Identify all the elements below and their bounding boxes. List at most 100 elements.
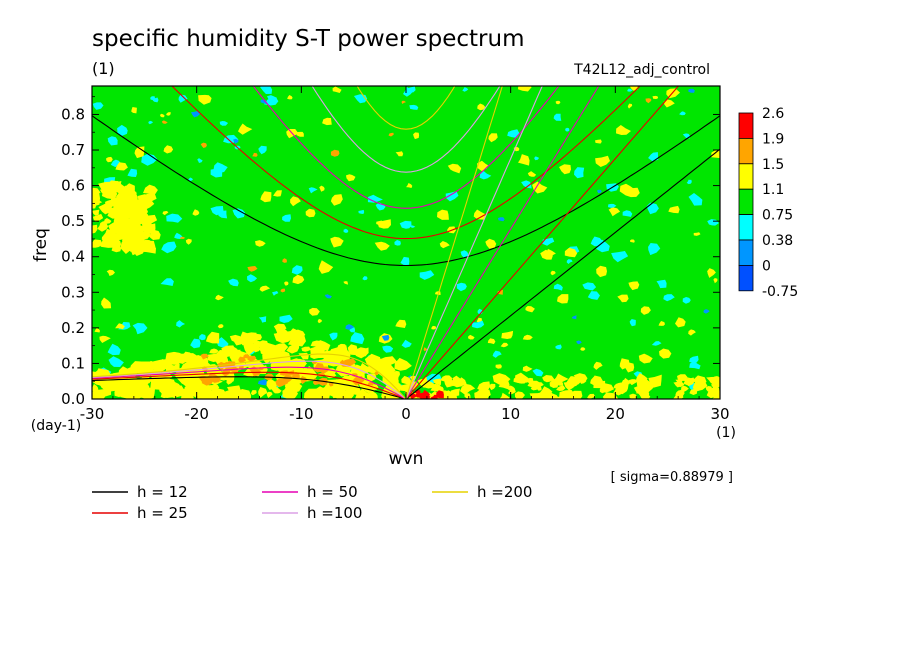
- spectrum-cell: [115, 323, 125, 330]
- spectrum-cell: [358, 209, 365, 214]
- spectrum-cell: [99, 335, 111, 343]
- spectrum-cell: [476, 389, 491, 399]
- spectrum-cell: [648, 243, 661, 256]
- dispersion-curve: [92, 371, 407, 399]
- spectrum-cell: [243, 341, 260, 356]
- legend-label: h = 12: [137, 483, 188, 501]
- spectrum-cell: [522, 365, 533, 372]
- x-tick-label: 30: [710, 405, 729, 423]
- spectrum-cell: [260, 191, 272, 203]
- spectrum-cell: [627, 88, 633, 92]
- spectrum-cell: [526, 377, 535, 384]
- spectrum-cell: [313, 389, 330, 399]
- spectrum-cell: [431, 325, 437, 330]
- spectrum-cell: [689, 355, 699, 364]
- spectrum-cell: [137, 230, 151, 240]
- spectrum-cell: [456, 282, 467, 292]
- spectrum-cell: [587, 291, 600, 300]
- spectrum-cell: [106, 269, 115, 276]
- spectrum-cell: [272, 291, 279, 296]
- legend-label: h = 25: [137, 504, 188, 522]
- spectrum-cell: [439, 241, 450, 249]
- spectrum-cell: [460, 250, 469, 258]
- spectrum-cell: [688, 193, 703, 206]
- spectrum-cell: [159, 113, 165, 118]
- spectrum-cell: [449, 394, 458, 399]
- spectrum-cell: [497, 289, 503, 295]
- spectrum-cell: [382, 345, 394, 353]
- spectrum-cell: [534, 156, 540, 161]
- spectrum-cell: [419, 394, 425, 399]
- spectrum-cell: [640, 306, 651, 315]
- spectrum-cell: [251, 390, 257, 396]
- spectrum-cell: [176, 320, 186, 328]
- spectrum-cell: [115, 162, 128, 171]
- spectrum-cell: [681, 385, 689, 393]
- spectrum-cell: [682, 297, 691, 304]
- spectrum-cell: [300, 376, 308, 385]
- spectrum-cell: [115, 186, 137, 201]
- spectrum-cell: [217, 361, 226, 371]
- spectrum-cell: [101, 377, 119, 393]
- spectrum-cell: [608, 203, 617, 208]
- spectrum-cell: [403, 87, 413, 97]
- x-tick-label: 10: [501, 405, 520, 423]
- dispersion-curve: [92, 353, 407, 399]
- spectrum-cell: [507, 129, 520, 138]
- spectrum-cell: [587, 393, 596, 399]
- spectrum-cell: [109, 227, 118, 233]
- spectrum-cell: [409, 104, 419, 110]
- spectrum-cell: [394, 357, 412, 371]
- spectrum-cell: [280, 288, 286, 293]
- spectrum-cell: [514, 391, 525, 399]
- spectrum-cell: [518, 154, 530, 166]
- spectrum-cell: [686, 179, 692, 185]
- spectrum-cell: [346, 174, 356, 182]
- spectrum-cell: [116, 223, 131, 237]
- spectrum-cell: [132, 322, 148, 335]
- spectrum-cell: [374, 371, 379, 376]
- spectrum-cell: [209, 348, 219, 354]
- spectrum-cell: [619, 183, 634, 196]
- spectrum-cell: [705, 386, 712, 392]
- spectrum-cell: [456, 377, 467, 386]
- spectrum-cell: [693, 375, 707, 387]
- colorbar-swatch: [738, 214, 754, 241]
- spectrum-cell: [611, 251, 629, 263]
- spectrum-cell: [593, 361, 603, 370]
- spectrum-cell: [522, 334, 533, 340]
- colorbar-swatch: [738, 264, 754, 292]
- spectrum-cell: [488, 383, 496, 391]
- spectrum-cell: [143, 184, 158, 194]
- spectrum-cell: [517, 86, 532, 92]
- spectrum-cell: [209, 373, 221, 383]
- spectrum-cell: [124, 202, 141, 213]
- spectrum-cell: [317, 318, 323, 324]
- x-tick-label: 20: [606, 405, 625, 423]
- spectrum-cell: [595, 155, 610, 167]
- spectrum-cell: [273, 343, 289, 352]
- legend-label: h =100: [307, 504, 362, 522]
- spectrum-cell: [372, 357, 382, 365]
- dispersion-curve: [311, 86, 501, 173]
- spectrum-cell: [136, 151, 143, 157]
- spectrum-cell: [663, 99, 675, 108]
- spectrum-cell: [675, 389, 685, 397]
- spectrum-cell: [430, 395, 438, 399]
- spectrum-cell: [127, 168, 138, 177]
- spectrum-cell: [556, 385, 566, 391]
- spectrum-cell: [440, 375, 453, 382]
- spectrum-cell: [564, 247, 578, 258]
- spectrum-cell: [210, 166, 224, 178]
- spectrum-cell: [628, 379, 638, 386]
- spectrum-cell: [166, 213, 183, 223]
- spectrum-cell: [92, 224, 98, 234]
- spectrum-cell: [422, 389, 430, 398]
- spectrum-cell: [641, 393, 651, 399]
- spectrum-cell: [394, 240, 401, 246]
- spectrum-cell: [190, 338, 201, 349]
- spectrum-cell: [597, 189, 602, 194]
- spectrum-cell: [527, 171, 537, 177]
- spectrum-cell: [462, 87, 469, 92]
- dispersion-curve: [92, 366, 407, 399]
